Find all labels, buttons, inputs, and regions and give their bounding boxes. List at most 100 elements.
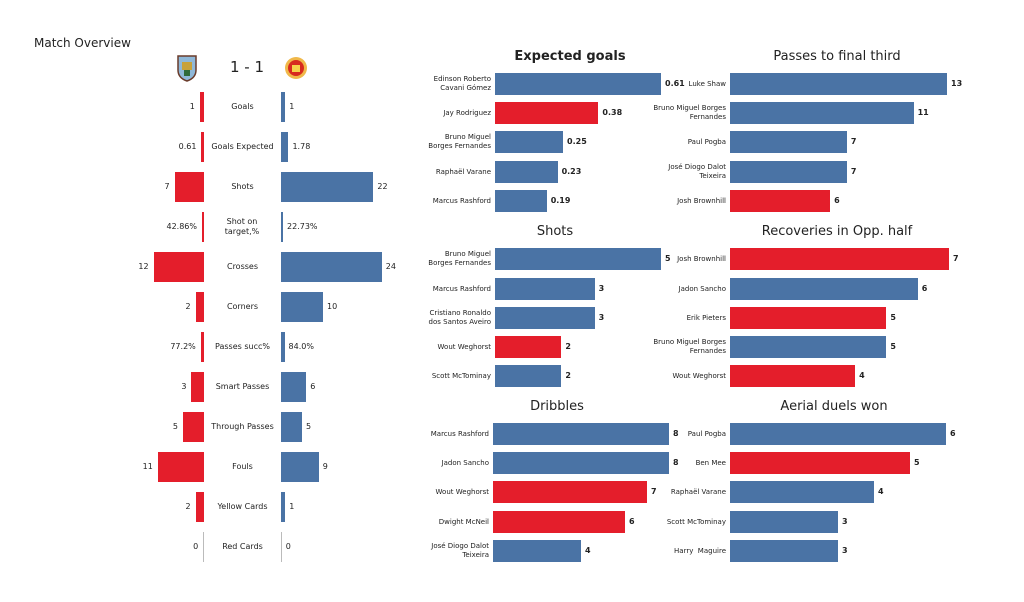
away-bar bbox=[281, 92, 286, 122]
match-score: 1 - 1 bbox=[229, 58, 265, 76]
player-label: Josh Brownhill bbox=[677, 255, 726, 263]
player-label: Bruno Miguel Borges Fernandes bbox=[653, 338, 726, 355]
bar-value: 3 bbox=[842, 517, 848, 526]
player-label: Jadon Sancho bbox=[441, 459, 489, 467]
home-value: 7 bbox=[164, 182, 170, 191]
home-bar bbox=[199, 92, 204, 122]
player-label: Raphaël Varane bbox=[670, 488, 726, 496]
bar-4 bbox=[495, 190, 547, 212]
chart-title: Recoveries in Opp. half bbox=[761, 224, 913, 239]
bar-2 bbox=[493, 481, 647, 503]
bar-2 bbox=[730, 131, 847, 153]
home-bar bbox=[183, 412, 204, 442]
home-value: 1 bbox=[189, 102, 195, 111]
player-label: Jadon Sancho bbox=[678, 285, 726, 293]
bar-4 bbox=[730, 365, 856, 387]
bar-4 bbox=[730, 190, 831, 212]
bar-0 bbox=[495, 73, 661, 95]
player-label: Paul Pogba bbox=[687, 430, 726, 438]
bar-3 bbox=[730, 161, 847, 183]
bar-0 bbox=[730, 423, 946, 445]
bar-4 bbox=[730, 540, 838, 562]
bar-2 bbox=[495, 131, 564, 153]
bar-value: 0.38 bbox=[602, 108, 623, 117]
player-label: Scott McTominay bbox=[431, 372, 491, 380]
bar-value: 6 bbox=[921, 284, 928, 293]
bar-3 bbox=[495, 161, 558, 183]
bar-1 bbox=[493, 452, 669, 474]
home-value: 2 bbox=[185, 502, 191, 511]
away-value: 9 bbox=[322, 462, 328, 471]
away-value: 10 bbox=[327, 302, 338, 311]
home-value: 2 bbox=[185, 302, 191, 311]
bar-value: 3 bbox=[598, 284, 605, 293]
away-bar bbox=[281, 172, 374, 202]
bar-1 bbox=[730, 452, 910, 474]
home-value: 0 bbox=[193, 542, 199, 551]
bar-0 bbox=[730, 73, 947, 95]
stat-label: Shots bbox=[231, 182, 254, 191]
stat-label: Fouls bbox=[232, 462, 253, 471]
home-bar bbox=[203, 532, 204, 562]
home-value: 5 bbox=[172, 422, 178, 431]
away-bar bbox=[281, 212, 283, 242]
player-label: Wout Weghorst bbox=[435, 488, 489, 496]
bar-1 bbox=[730, 278, 918, 300]
stat-label: Yellow Cards bbox=[217, 502, 268, 511]
bar-0 bbox=[495, 248, 661, 270]
player-label: Paul Pogba bbox=[687, 138, 726, 146]
player-label: Bruno Miguel Borges Fernandes bbox=[653, 104, 726, 121]
bar-3 bbox=[730, 336, 887, 358]
chart-title: Shots bbox=[536, 224, 574, 239]
bar-value: 7 bbox=[953, 254, 959, 263]
bar-1 bbox=[495, 278, 595, 300]
bar-1 bbox=[730, 102, 914, 124]
bar-value: 5 bbox=[665, 254, 671, 263]
away-value: 5 bbox=[306, 422, 312, 431]
bar-value: 6 bbox=[629, 517, 635, 526]
away-value: 1 bbox=[289, 102, 295, 111]
player-label: Luke Shaw bbox=[688, 80, 726, 88]
bar-value: 3 bbox=[598, 313, 605, 322]
away-bar bbox=[281, 532, 282, 562]
home-bar bbox=[174, 172, 204, 202]
home-bar bbox=[191, 372, 204, 402]
bar-3 bbox=[493, 511, 625, 533]
bar-value: 5 bbox=[890, 342, 896, 351]
bar-3 bbox=[730, 511, 838, 533]
away-bar bbox=[281, 372, 307, 402]
home-bar bbox=[153, 252, 204, 282]
player-label: José Diogo Dalot Teixeira bbox=[668, 163, 726, 180]
bar-value: 4 bbox=[859, 371, 865, 380]
player-label: Bruno Miguel Borges Fernandes bbox=[428, 250, 491, 267]
bar-value: 0.23 bbox=[561, 167, 582, 176]
player-label: Edinson Roberto Cavani Gómez bbox=[433, 75, 491, 92]
bar-2 bbox=[730, 307, 887, 329]
manchester-united-crest-icon bbox=[285, 57, 307, 79]
player-label: Marcus Rashford bbox=[432, 285, 491, 293]
player-label: Harry Maguire bbox=[674, 547, 726, 555]
bar-value: 7 bbox=[850, 167, 857, 176]
bar-value: 0.61 bbox=[665, 79, 685, 88]
stat-label: Red Cards bbox=[222, 542, 263, 551]
away-value: 1 bbox=[289, 502, 295, 511]
stat-label: Smart Passes bbox=[215, 382, 270, 391]
bar-value: 0.19 bbox=[550, 196, 571, 205]
away-value: 0 bbox=[285, 542, 291, 551]
player-label: Jay Rodriguez bbox=[443, 109, 491, 117]
bar-4 bbox=[493, 540, 581, 562]
home-bar bbox=[202, 212, 204, 242]
bar-0 bbox=[493, 423, 669, 445]
bar-0 bbox=[730, 248, 949, 270]
bar-1 bbox=[495, 102, 599, 124]
home-value: 3 bbox=[181, 382, 187, 391]
away-bar bbox=[281, 412, 302, 442]
bar-value: 0.25 bbox=[567, 137, 587, 146]
bar-2 bbox=[495, 307, 595, 329]
home-bar bbox=[195, 292, 204, 322]
burnley-crest-icon bbox=[177, 55, 197, 82]
home-value: 42.86% bbox=[166, 222, 197, 231]
bar-value: 7 bbox=[850, 137, 857, 146]
away-value: 22.73% bbox=[287, 222, 318, 231]
player-label: Raphaël Varane bbox=[435, 168, 491, 176]
